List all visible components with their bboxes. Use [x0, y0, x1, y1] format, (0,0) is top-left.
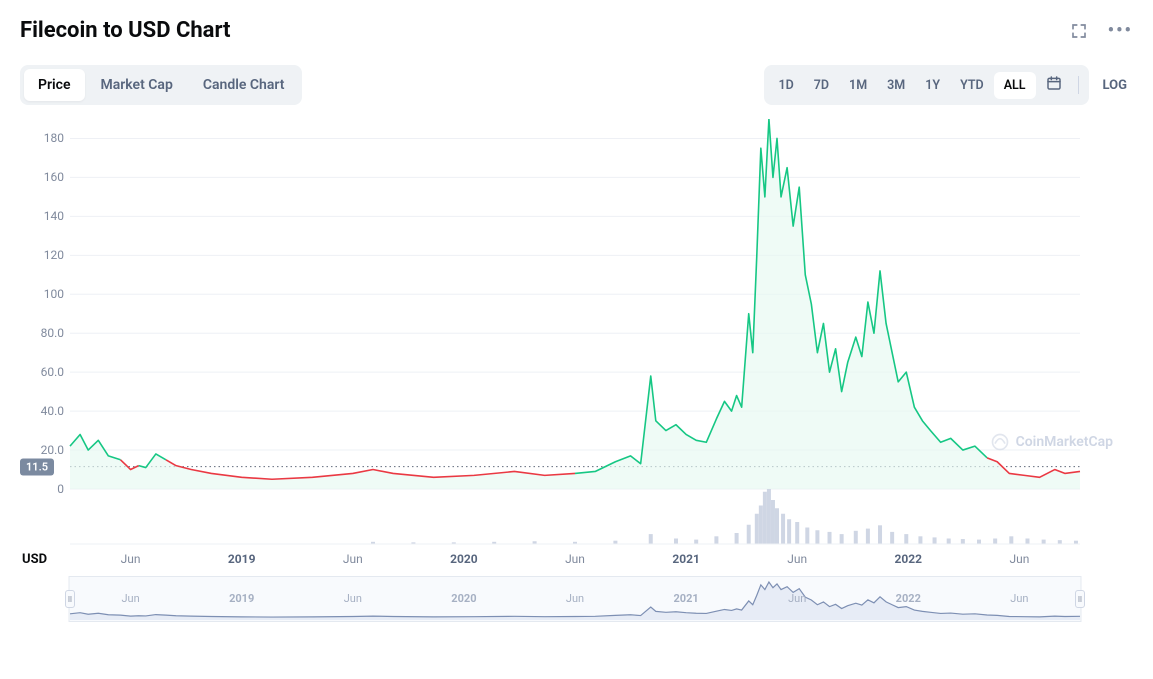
minimap-tick: Jun — [1010, 592, 1028, 605]
range-tabs: 1D7D1M3M1YYTDALL — [764, 65, 1088, 105]
x-tick-label: 2022 — [895, 552, 923, 566]
controls-row: PriceMarket CapCandle Chart 1D7D1M3M1YYT… — [20, 65, 1133, 105]
x-tick-label: 2021 — [672, 552, 700, 566]
x-tick-label: Jun — [565, 552, 585, 566]
minimap-tick: 2022 — [896, 592, 921, 605]
x-tick-label: Jun — [121, 552, 141, 566]
more-menu-icon[interactable]: ••• — [1108, 20, 1133, 41]
y-tick-label: 160 — [24, 170, 64, 184]
y-tick-label: 180 — [24, 131, 64, 145]
x-tick-label: 2019 — [228, 552, 256, 566]
right-controls: 1D7D1M3M1YYTDALL LOG — [764, 65, 1133, 105]
header-actions: ••• — [1070, 20, 1133, 41]
range-tab-3m[interactable]: 3M — [877, 72, 915, 99]
y-tick-label: 20.0 — [24, 443, 64, 457]
x-tick-label: 2020 — [450, 552, 478, 566]
page-title: Filecoin to USD Chart — [20, 18, 231, 43]
separator — [1078, 76, 1079, 94]
range-tab-ytd[interactable]: YTD — [950, 72, 994, 99]
fullscreen-icon[interactable] — [1070, 22, 1088, 40]
range-tab-1d[interactable]: 1D — [768, 72, 803, 99]
x-tick-label: Jun — [343, 552, 363, 566]
minimap-tick: 2021 — [673, 592, 698, 605]
current-value-badge: 11.5 — [20, 458, 54, 475]
x-tick-label: Jun — [1009, 552, 1029, 566]
y-tick-label: 0 — [24, 482, 64, 496]
calendar-icon[interactable] — [1036, 69, 1072, 101]
minimap-handle-right[interactable]: ll — [1075, 590, 1085, 608]
minimap-handle-left[interactable]: ll — [65, 590, 75, 608]
range-tab-1y[interactable]: 1Y — [915, 72, 950, 99]
minimap-tick: Jun — [566, 592, 584, 605]
x-tick-label: Jun — [787, 552, 807, 566]
log-toggle[interactable]: LOG — [1097, 70, 1133, 101]
y-tick-label: 60.0 — [24, 365, 64, 379]
y-tick-label: 80.0 — [24, 326, 64, 340]
view-tab-market-cap[interactable]: Market Cap — [87, 69, 187, 101]
minimap[interactable]: Jun 2019 Jun 2020 Jun 2021 Jun 2022 Jun ll ll — [20, 576, 1133, 622]
view-tab-candle-chart[interactable]: Candle Chart — [189, 69, 299, 101]
range-tab-7d[interactable]: 7D — [804, 72, 839, 99]
range-tab-all[interactable]: ALL — [994, 72, 1036, 99]
view-tabs: PriceMarket CapCandle Chart — [20, 65, 302, 105]
y-tick-label: 140 — [24, 209, 64, 223]
chart-header: Filecoin to USD Chart ••• — [20, 18, 1133, 43]
minimap-tick: 2019 — [229, 592, 254, 605]
range-tab-1m[interactable]: 1M — [839, 72, 877, 99]
y-tick-label: 120 — [24, 248, 64, 262]
minimap-tick: Jun — [344, 592, 362, 605]
y-tick-label: 40.0 — [24, 404, 64, 418]
currency-label: USD — [22, 552, 47, 567]
watermark: CoinMarketCap — [990, 432, 1113, 452]
minimap-tick: Jun — [788, 592, 806, 605]
y-tick-label: 100 — [24, 287, 64, 301]
view-tab-price[interactable]: Price — [24, 69, 85, 101]
price-chart[interactable]: 0 20.0 40.0 60.0 80.0 100 120 140 160 180 11.5 Jun 2… — [20, 119, 1133, 572]
minimap-tick: 2020 — [451, 592, 476, 605]
minimap-tick: Jun — [121, 592, 139, 605]
